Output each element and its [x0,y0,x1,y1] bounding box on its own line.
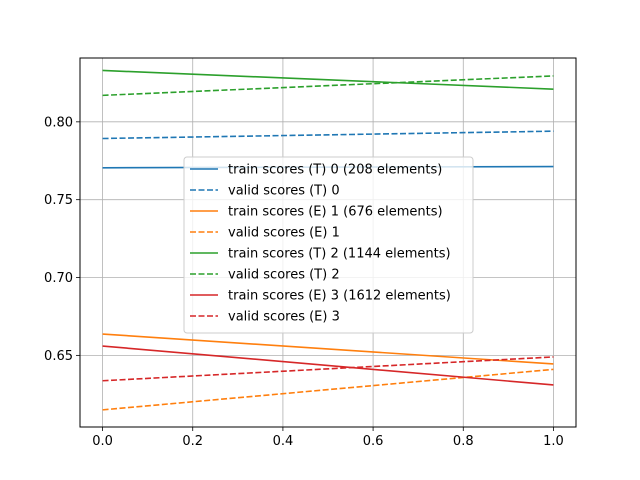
x-axis-ticks: 0.0 0.2 0.4 0.6 0.8 1.0 [92,427,564,449]
legend-label: train scores (E) 3 (1612 elements) [228,289,451,304]
y-tick-label: 0.70 [44,271,73,286]
legend-label: train scores (E) 1 (676 elements) [228,205,443,220]
legend-box [183,156,474,334]
series-line [102,130,554,140]
x-tick-label: 0.0 [92,434,113,449]
legend-label: valid scores (T) 0 [228,184,340,199]
y-axis-ticks: 0.65 0.70 0.75 0.80 [44,115,80,364]
y-tick-label: 0.65 [44,349,73,364]
legend-label: valid scores (E) 3 [228,310,340,325]
series-line [102,69,554,90]
plot-frame [79,57,577,428]
x-tick-label: 0.2 [182,434,203,449]
y-tick-label: 0.75 [44,193,73,208]
legend-label: train scores (T) 0 (208 elements) [228,163,442,178]
series-line [102,356,554,382]
legend-label: train scores (T) 2 (1144 elements) [228,247,451,262]
x-tick-label: 1.0 [543,434,564,449]
series-line [102,333,554,365]
series-line [102,368,554,411]
x-tick-label: 0.6 [363,434,384,449]
x-tick-label: 0.8 [453,434,474,449]
y-tick-label: 0.80 [44,115,73,130]
legend: train scores (T) 0 (208 elements) valid s… [183,156,474,334]
legend-label: valid scores (T) 2 [228,268,340,283]
legend-label: valid scores (E) 1 [228,226,340,241]
series-line [102,75,554,97]
series-line [102,345,554,386]
x-tick-label: 0.4 [273,434,294,449]
